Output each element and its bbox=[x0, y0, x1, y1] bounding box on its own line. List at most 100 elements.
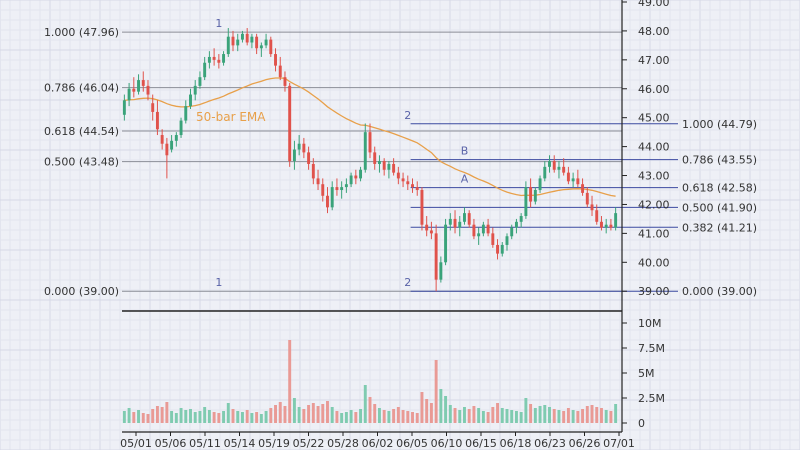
volume-bar bbox=[363, 385, 367, 423]
volume-bar bbox=[165, 402, 169, 423]
candle-body bbox=[137, 80, 140, 92]
fib-left-marker: 1 bbox=[215, 17, 222, 30]
candle-body bbox=[283, 77, 287, 86]
price-tick-label: 45.00 bbox=[638, 112, 670, 125]
candles bbox=[122, 28, 618, 292]
volume-bar bbox=[174, 413, 178, 423]
fib-right-marker: 2 bbox=[404, 276, 411, 289]
volume-bar bbox=[614, 404, 618, 423]
candle-body bbox=[576, 178, 580, 185]
candle-body bbox=[207, 56, 211, 63]
candle-body bbox=[222, 54, 226, 63]
candle-body bbox=[533, 189, 537, 202]
volume-bar bbox=[155, 406, 159, 423]
volume-bar bbox=[500, 408, 504, 423]
candle-body bbox=[179, 120, 183, 136]
volume-bar bbox=[463, 407, 466, 423]
candle-body bbox=[274, 54, 277, 66]
volume-bar bbox=[226, 403, 230, 423]
volume-bar bbox=[222, 411, 226, 423]
volume-bar bbox=[524, 398, 528, 423]
volume-bar bbox=[137, 410, 140, 423]
fib-right-levels: 1.000 (44.79) 0.786 (43.55) 0.618 (42.58) 0… bbox=[404, 109, 757, 298]
volume-bar bbox=[472, 406, 476, 423]
volume-bar bbox=[491, 407, 495, 423]
candle-body bbox=[392, 163, 396, 173]
volume-bar bbox=[458, 410, 462, 423]
x-tick-label: 06/15 bbox=[465, 437, 497, 450]
candle-body bbox=[278, 65, 282, 78]
price-tick-label: 49.00 bbox=[638, 0, 670, 9]
volume-bar bbox=[519, 412, 523, 423]
candle-body bbox=[349, 175, 353, 185]
fib-right-marker: 2 bbox=[404, 109, 411, 122]
volume-bar bbox=[330, 407, 334, 423]
candle-body bbox=[184, 106, 188, 121]
candle-body bbox=[420, 189, 424, 225]
x-tick-label: 07/01 bbox=[603, 437, 635, 450]
candle-body bbox=[439, 262, 443, 280]
volume-bar bbox=[420, 392, 424, 423]
volume-axis-ticks: 0 2.5M 5M 7.5M 10M bbox=[622, 317, 665, 430]
candle-body bbox=[132, 88, 136, 92]
volume-bar bbox=[590, 405, 594, 423]
volume-bar bbox=[429, 403, 433, 423]
volume-bar bbox=[326, 401, 329, 423]
candle-body bbox=[491, 233, 495, 245]
volume-bar bbox=[439, 389, 443, 423]
volume-bar bbox=[543, 405, 547, 423]
volume-bar bbox=[514, 411, 518, 423]
volume-bar bbox=[292, 398, 296, 423]
volume-bar bbox=[377, 408, 381, 423]
candle-body bbox=[203, 62, 207, 78]
candle-body bbox=[595, 210, 599, 222]
candle-body bbox=[514, 221, 518, 228]
candle-body bbox=[141, 80, 145, 86]
volume-bar bbox=[193, 412, 197, 423]
volume-bar bbox=[581, 409, 585, 423]
candle-body bbox=[614, 213, 618, 228]
volume-bar bbox=[217, 413, 221, 423]
volume-bar bbox=[387, 411, 391, 423]
volume-bar bbox=[552, 409, 556, 423]
candle-body bbox=[524, 187, 528, 217]
volume-bar bbox=[283, 406, 287, 423]
volume-bar bbox=[496, 403, 500, 423]
candle-body bbox=[245, 33, 249, 43]
volume-bar bbox=[392, 409, 396, 423]
candle-body bbox=[429, 230, 433, 234]
volume-bar bbox=[562, 411, 566, 423]
volume-bar bbox=[212, 412, 216, 423]
volume-bar bbox=[255, 412, 259, 423]
candle-body bbox=[585, 192, 589, 205]
volume-bar bbox=[425, 399, 429, 423]
candle-body bbox=[231, 36, 235, 46]
candle-body bbox=[500, 244, 504, 254]
volume-tick-label: 2.5M bbox=[638, 392, 665, 405]
x-tick-label: 06/10 bbox=[431, 437, 463, 450]
price-tick-label: 47.00 bbox=[638, 54, 670, 67]
candle-body bbox=[505, 236, 509, 245]
candle-body bbox=[581, 184, 585, 193]
fib-right-label: 0.618 (42.58) bbox=[682, 182, 757, 195]
volume-bar bbox=[595, 407, 599, 423]
ema-label: 50-bar EMA bbox=[196, 110, 266, 124]
price-tick-label: 40.00 bbox=[638, 256, 670, 269]
x-tick-label: 06/26 bbox=[569, 437, 601, 450]
candle-body bbox=[463, 213, 466, 222]
candle-body bbox=[387, 163, 391, 170]
candle-body bbox=[600, 221, 603, 228]
volume-bar bbox=[170, 411, 174, 423]
candle-body bbox=[510, 227, 514, 237]
candle-body bbox=[453, 218, 457, 228]
candle-body bbox=[448, 218, 452, 225]
candle-body bbox=[335, 187, 339, 190]
x-tick-label: 05/14 bbox=[224, 437, 256, 450]
volume-bar bbox=[406, 411, 410, 423]
volume-bar bbox=[585, 406, 589, 423]
x-tick-label: 05/06 bbox=[155, 437, 187, 450]
volume-bar bbox=[245, 410, 249, 423]
volume-bar bbox=[548, 407, 551, 423]
